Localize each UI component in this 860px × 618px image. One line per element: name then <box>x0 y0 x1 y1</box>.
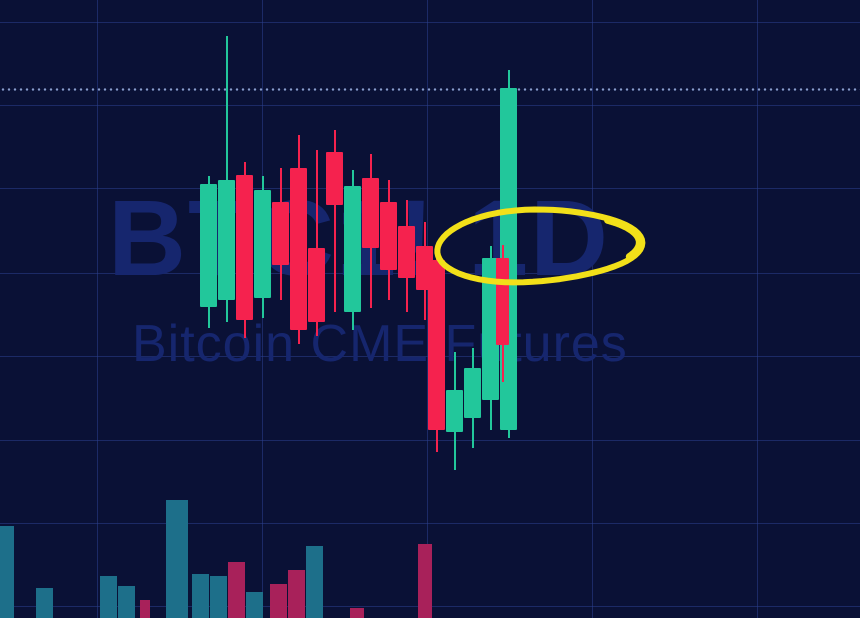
candle-body <box>380 202 397 270</box>
grid-line-horizontal <box>0 188 860 189</box>
candle-body <box>218 180 235 300</box>
candle-body <box>446 390 463 432</box>
volume-bar <box>418 544 432 618</box>
volume-bar <box>36 588 53 618</box>
candlestick <box>428 0 445 618</box>
volume-bar <box>228 562 245 618</box>
last-price-dotted-line <box>0 88 860 91</box>
volume-bar <box>246 592 263 618</box>
volume-bar <box>210 576 227 618</box>
grid-line-horizontal <box>0 22 860 23</box>
candle-body <box>398 226 415 278</box>
candlestick <box>344 0 361 618</box>
candle-body <box>290 168 307 330</box>
grid-line-vertical <box>427 0 428 618</box>
candlestick <box>326 0 343 618</box>
volume-bar <box>192 574 209 618</box>
candlestick <box>218 0 235 618</box>
candle-body <box>272 202 289 265</box>
candlestick <box>482 0 499 618</box>
candle-wick <box>315 150 318 336</box>
candlestick <box>398 0 415 618</box>
candlestick <box>464 0 481 618</box>
candle-body <box>482 258 499 400</box>
volume-bar <box>350 608 364 618</box>
volume-bar <box>288 570 305 618</box>
candle-body <box>464 368 481 418</box>
candle-body <box>362 178 379 248</box>
volume-bar <box>0 526 14 618</box>
candle-body <box>236 175 253 320</box>
candlestick <box>380 0 397 618</box>
grid-line-horizontal <box>0 523 860 524</box>
candle-body <box>254 190 271 298</box>
candle-wick <box>333 130 336 312</box>
candlestick <box>272 0 289 618</box>
grid-line-vertical <box>757 0 758 618</box>
grid-line-vertical <box>592 0 593 618</box>
candle-body <box>428 260 445 430</box>
grid-line-horizontal <box>0 105 860 106</box>
candle-body <box>200 184 217 307</box>
candlestick <box>236 0 253 618</box>
volume-bar <box>306 546 323 618</box>
volume-bar <box>140 600 150 618</box>
candlestick <box>254 0 271 618</box>
volume-bar <box>118 586 135 618</box>
candle-wick <box>225 36 228 322</box>
candlestick <box>308 0 325 618</box>
candlestick <box>362 0 379 618</box>
volume-bar <box>100 576 117 618</box>
candlestick <box>200 0 217 618</box>
candle-body <box>308 248 325 322</box>
candlestick <box>290 0 307 618</box>
volume-bar <box>270 584 287 618</box>
candle-body <box>326 152 343 205</box>
candlestick <box>446 0 463 618</box>
grid-line-horizontal <box>0 440 860 441</box>
volume-bar <box>166 500 188 618</box>
description-watermark: Bitcoin CME Futures <box>132 315 628 373</box>
candle-body <box>344 186 361 312</box>
grid-line-vertical <box>97 0 98 618</box>
